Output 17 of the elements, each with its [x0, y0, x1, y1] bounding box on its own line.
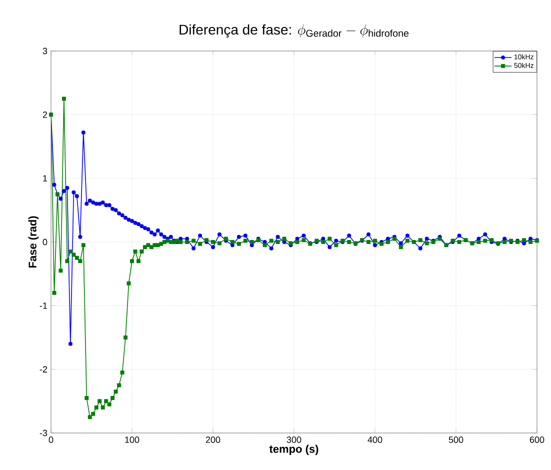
y-tick-label: -1: [40, 302, 48, 309]
x-tick-label: 100: [125, 436, 140, 443]
x-tick-label: 400: [368, 436, 382, 443]
x-tick-label: 200: [206, 436, 220, 443]
x-tick-label: 500: [448, 436, 464, 443]
x-tick-label: 0: [48, 436, 54, 443]
y-tick-label: -2: [40, 366, 48, 372]
y-tick-label: -3: [40, 430, 48, 436]
y-tick-label: 1: [43, 175, 48, 182]
chart-title: $\text{Diferença de fase: }\phi_{\text{Gerador}} - \phi_{\text{hidrofone}}$: [180, 24, 409, 38]
x-axis-title: tempo (s): [269, 444, 318, 455]
y-axis-title: Fase (rad): [28, 216, 39, 268]
y-tick-label: 3: [42, 48, 48, 54]
y-tick-label: 0: [42, 238, 48, 246]
y-tick-label: 2: [42, 112, 48, 118]
x-tick-label: 600: [530, 436, 544, 443]
x-tick-label: 300: [286, 436, 302, 443]
